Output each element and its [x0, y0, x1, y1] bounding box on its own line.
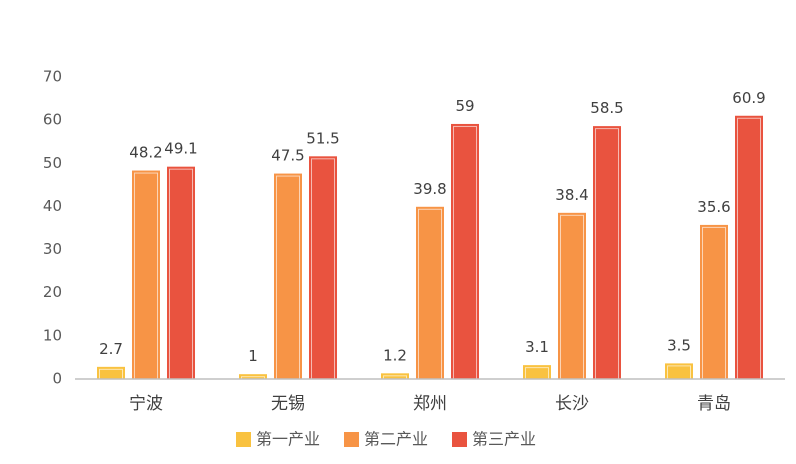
bar	[593, 126, 621, 380]
bar	[451, 123, 479, 380]
value-label: 3.1	[525, 338, 549, 356]
value-label: 58.5	[590, 99, 623, 117]
y-tick-label: 10	[43, 326, 62, 344]
value-label: 38.4	[555, 186, 588, 204]
value-label: 1	[248, 347, 258, 365]
value-label: 35.6	[697, 198, 730, 216]
value-label: 1.2	[383, 346, 407, 364]
bar	[558, 212, 586, 380]
x-tick-label: 无锡	[271, 394, 305, 414]
y-tick-label: 50	[43, 154, 62, 172]
legend-swatch	[236, 432, 251, 447]
value-label: 39.8	[413, 180, 446, 198]
y-tick-label: 0	[52, 370, 62, 388]
bar	[735, 115, 763, 380]
y-tick-label: 20	[43, 283, 62, 301]
bar	[381, 373, 409, 380]
legend-swatch	[452, 432, 467, 447]
legend-label: 第一产业	[256, 430, 320, 449]
bar	[132, 170, 160, 380]
bar	[700, 224, 728, 380]
bar	[274, 173, 302, 380]
value-label: 51.5	[306, 129, 339, 147]
y-tick-label: 40	[43, 197, 62, 215]
x-tick-label: 宁波	[129, 394, 163, 414]
value-label: 2.7	[99, 340, 123, 358]
value-label: 3.5	[667, 336, 691, 354]
y-tick-label: 70	[43, 68, 62, 86]
bar	[416, 206, 444, 380]
bar	[309, 156, 337, 380]
y-tick-label: 60	[43, 111, 62, 129]
value-label: 60.9	[732, 89, 765, 107]
legend-label: 第二产业	[364, 430, 428, 449]
bar	[167, 166, 195, 380]
x-tick-label: 长沙	[555, 394, 589, 414]
value-label: 48.2	[129, 144, 162, 162]
legend-label: 第三产业	[472, 430, 536, 449]
value-label: 59	[455, 97, 474, 115]
legend-swatch	[344, 432, 359, 447]
y-tick-label: 30	[43, 240, 62, 258]
value-label: 49.1	[164, 140, 197, 158]
value-label: 47.5	[271, 147, 304, 165]
x-tick-label: 郑州	[413, 394, 447, 414]
x-tick-label: 青岛	[697, 394, 731, 414]
